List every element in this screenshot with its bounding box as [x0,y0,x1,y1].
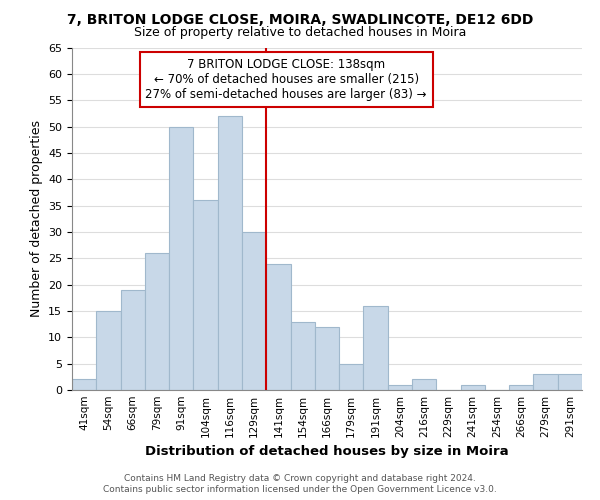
Bar [169,126,193,390]
Bar [558,374,582,390]
Bar [461,384,485,390]
Y-axis label: Number of detached properties: Number of detached properties [29,120,43,318]
Bar [121,290,145,390]
Bar [96,311,121,390]
Text: Size of property relative to detached houses in Moira: Size of property relative to detached ho… [134,26,466,39]
Bar [412,380,436,390]
Bar [72,380,96,390]
Text: 7, BRITON LODGE CLOSE, MOIRA, SWADLINCOTE, DE12 6DD: 7, BRITON LODGE CLOSE, MOIRA, SWADLINCOT… [67,12,533,26]
Bar [364,306,388,390]
Text: 7 BRITON LODGE CLOSE: 138sqm
← 70% of detached houses are smaller (215)
27% of s: 7 BRITON LODGE CLOSE: 138sqm ← 70% of de… [145,58,427,101]
Text: Contains HM Land Registry data © Crown copyright and database right 2024.
Contai: Contains HM Land Registry data © Crown c… [103,474,497,494]
Bar [509,384,533,390]
Bar [266,264,290,390]
Bar [315,327,339,390]
Bar [218,116,242,390]
Bar [339,364,364,390]
Bar [193,200,218,390]
Bar [290,322,315,390]
X-axis label: Distribution of detached houses by size in Moira: Distribution of detached houses by size … [145,446,509,458]
Bar [388,384,412,390]
Bar [533,374,558,390]
Bar [145,253,169,390]
Bar [242,232,266,390]
